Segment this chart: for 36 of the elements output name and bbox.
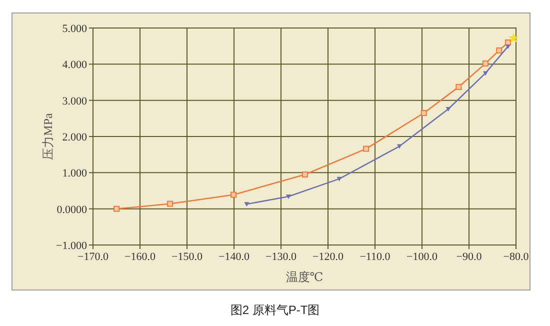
point	[506, 44, 511, 49]
point	[286, 194, 292, 200]
x-tick-label: −110.0	[360, 251, 391, 263]
point	[167, 200, 174, 207]
point	[336, 176, 342, 182]
x-tick-label: −80.0	[503, 251, 530, 263]
point	[230, 192, 237, 198]
point	[456, 84, 462, 90]
x-tick-label: −140.0	[218, 251, 250, 263]
point	[244, 202, 250, 207]
x-tick-label: −160.0	[124, 251, 156, 263]
point	[420, 110, 427, 116]
point	[446, 107, 451, 112]
point	[302, 171, 308, 178]
text: 图2 原料气P-T图	[230, 303, 320, 317]
x-tick-label: −100.0	[406, 251, 438, 263]
point	[114, 206, 120, 212]
x-tick-label: −170.0	[78, 251, 109, 263]
y-axis-title: 压力MPa	[41, 112, 55, 160]
point	[496, 47, 502, 54]
point	[482, 60, 488, 66]
y-tick-label: 1.000	[62, 168, 88, 180]
y-tick-label: 4.000	[62, 59, 88, 72]
y-tick-label: 3.000	[62, 95, 88, 108]
y-tick-label: 0.0000	[56, 204, 88, 216]
y-tick-label: 2.000	[62, 132, 88, 144]
y-tick-label: 5.000	[62, 23, 88, 35]
y-tick-label: −1.000	[56, 240, 88, 252]
point	[508, 32, 519, 43]
x-tick-label: −130.0	[266, 251, 297, 263]
x-tick-label: −150.0	[172, 251, 203, 263]
point	[363, 146, 370, 152]
x-tick-label: −90.0	[456, 251, 482, 263]
x-axis-title: 温度℃	[286, 270, 324, 284]
x-tick-label: −120.0	[312, 251, 344, 263]
point	[482, 71, 488, 76]
